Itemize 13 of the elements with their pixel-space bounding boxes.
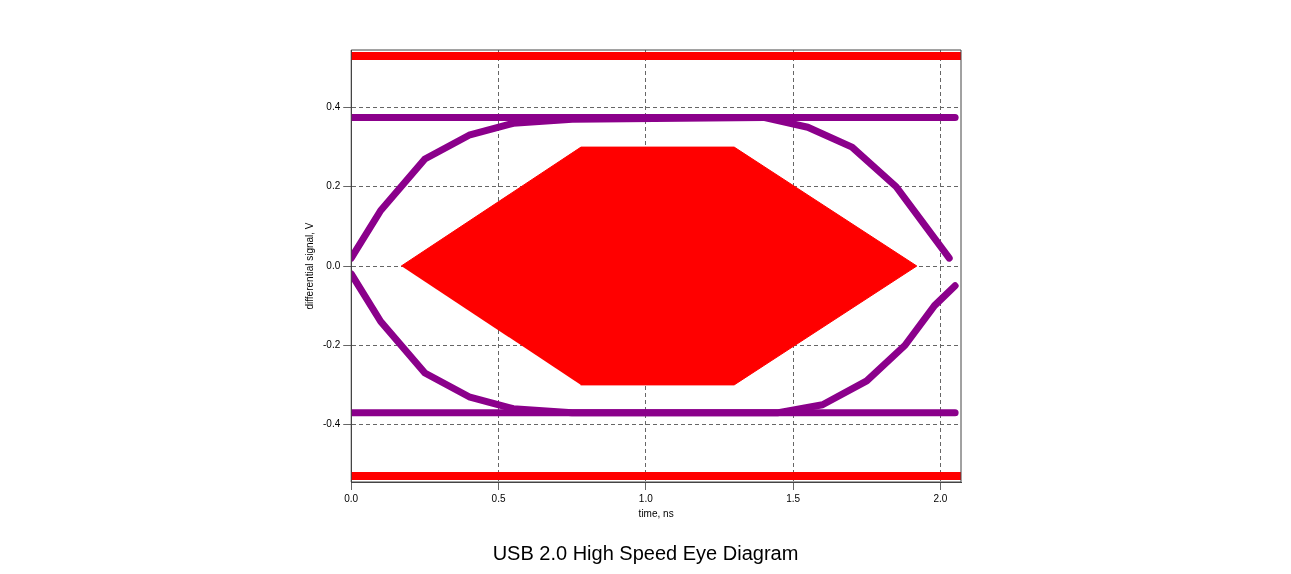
x-tick-label: 1.5 <box>786 492 801 504</box>
x-axis-title: time, ns <box>638 507 674 519</box>
y-tick-label: 0.4 <box>326 101 341 113</box>
y-tick-label: -0.4 <box>323 418 341 430</box>
x-tick-label: 0.5 <box>491 492 506 504</box>
y-tick-label: 0.2 <box>326 180 341 192</box>
x-tick-label: 2.0 <box>933 492 948 504</box>
y-axis-title: differential signal, V <box>303 222 315 310</box>
y-tick-label: -0.2 <box>323 339 341 351</box>
x-tick-label: 0.0 <box>344 492 359 504</box>
text: USB 2.0 High Speed Eye Diagram <box>491 542 800 565</box>
x-tick-label: 1.0 <box>638 492 654 504</box>
y-tick-label: 0.0 <box>326 259 341 271</box>
